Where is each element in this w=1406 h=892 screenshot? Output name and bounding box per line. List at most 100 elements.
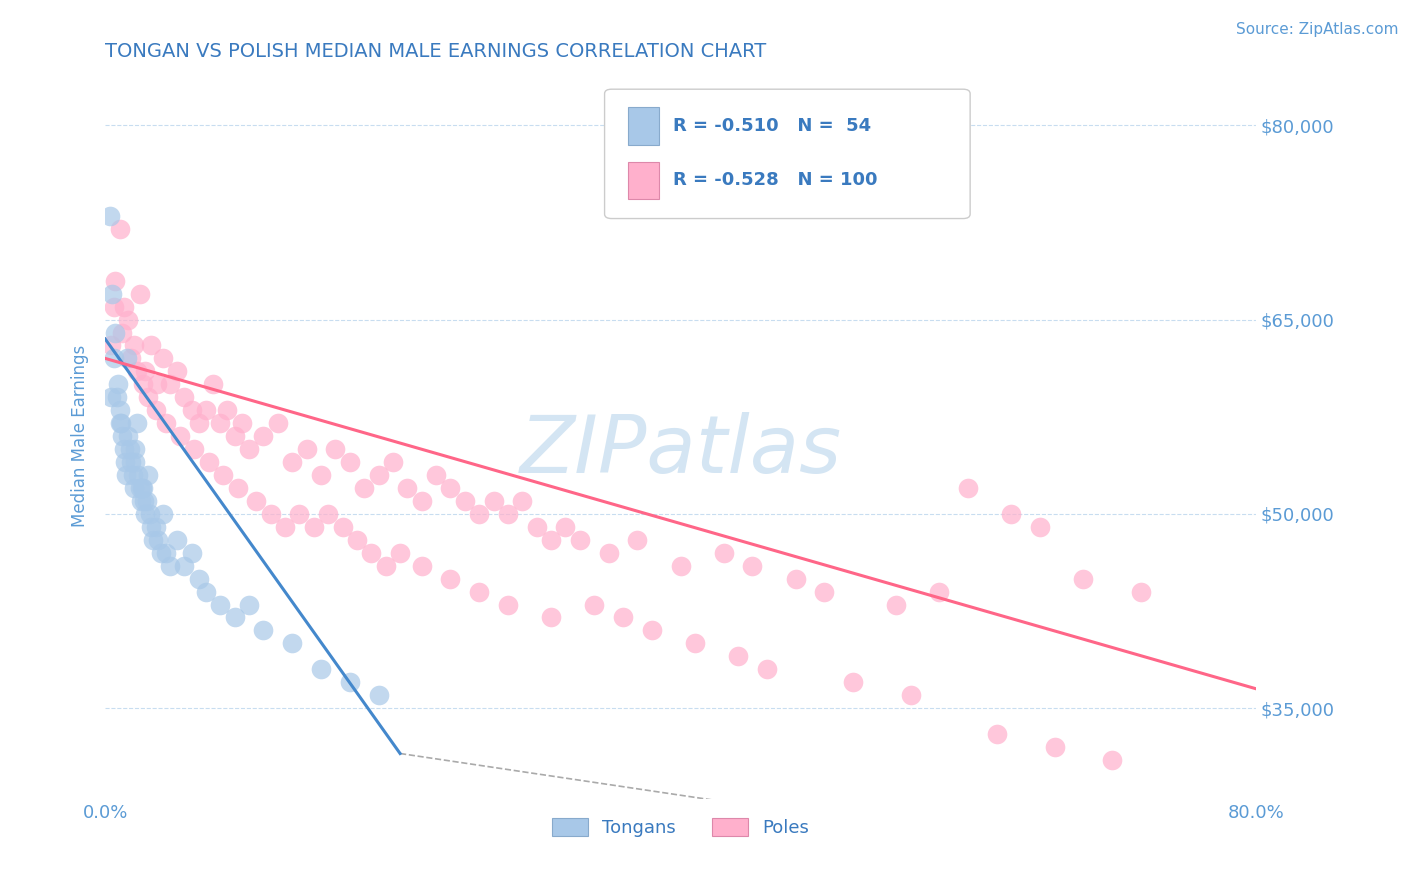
Point <box>713 546 735 560</box>
Point <box>755 662 778 676</box>
Point <box>131 377 153 392</box>
Point <box>353 481 375 495</box>
Point <box>146 377 169 392</box>
Point <box>100 338 122 352</box>
Point <box>122 338 145 352</box>
Point <box>367 688 389 702</box>
Point <box>180 403 202 417</box>
Point <box>540 610 562 624</box>
Point <box>152 351 174 366</box>
Point <box>1071 572 1094 586</box>
Point <box>727 649 749 664</box>
Point <box>332 520 354 534</box>
Point <box>309 662 332 676</box>
Point <box>134 364 156 378</box>
Point <box>110 416 132 430</box>
Point <box>118 442 141 456</box>
Point <box>957 481 980 495</box>
Point <box>183 442 205 456</box>
Point <box>169 429 191 443</box>
Point <box>108 403 131 417</box>
Point <box>128 286 150 301</box>
Point <box>128 481 150 495</box>
Point <box>135 494 157 508</box>
Point <box>173 390 195 404</box>
Y-axis label: Median Male Earnings: Median Male Earnings <box>72 345 89 527</box>
Point <box>900 688 922 702</box>
Point <box>194 403 217 417</box>
Point <box>141 338 163 352</box>
Point <box>842 675 865 690</box>
Point <box>202 377 225 392</box>
Point <box>117 312 139 326</box>
Point <box>374 558 396 573</box>
Point <box>122 481 145 495</box>
Point <box>134 507 156 521</box>
Point <box>212 468 235 483</box>
Point <box>108 222 131 236</box>
Point <box>360 546 382 560</box>
Point <box>117 429 139 443</box>
Point <box>217 403 239 417</box>
Point <box>105 390 128 404</box>
Point <box>411 494 433 508</box>
Point <box>986 727 1008 741</box>
Point <box>669 558 692 573</box>
Point <box>785 572 807 586</box>
Point <box>231 416 253 430</box>
Point <box>245 494 267 508</box>
Point <box>124 455 146 469</box>
Point <box>496 598 519 612</box>
Point <box>281 455 304 469</box>
Point <box>346 533 368 547</box>
Point <box>107 377 129 392</box>
Point <box>641 624 664 638</box>
Point <box>103 300 125 314</box>
Point <box>568 533 591 547</box>
Point <box>139 507 162 521</box>
Point <box>238 598 260 612</box>
Point <box>741 558 763 573</box>
Point <box>439 572 461 586</box>
Point <box>173 558 195 573</box>
Point <box>288 507 311 521</box>
Point <box>101 286 124 301</box>
Point <box>110 416 132 430</box>
Point <box>226 481 249 495</box>
Point <box>104 326 127 340</box>
Text: R = -0.510   N =  54: R = -0.510 N = 54 <box>673 117 872 136</box>
Point <box>316 507 339 521</box>
Point <box>187 416 209 430</box>
Point <box>209 416 232 430</box>
Point <box>187 572 209 586</box>
Point <box>111 326 134 340</box>
Point <box>112 300 135 314</box>
Point <box>339 675 361 690</box>
Point <box>928 584 950 599</box>
Point <box>252 429 274 443</box>
Text: TONGAN VS POLISH MEDIAN MALE EARNINGS CORRELATION CHART: TONGAN VS POLISH MEDIAN MALE EARNINGS CO… <box>105 42 766 61</box>
Point <box>1043 739 1066 754</box>
Point <box>145 520 167 534</box>
Point <box>683 636 706 650</box>
Text: ZIPatlas: ZIPatlas <box>519 411 842 490</box>
Legend: Tongans, Poles: Tongans, Poles <box>544 811 817 844</box>
Point <box>302 520 325 534</box>
Point <box>152 507 174 521</box>
Point <box>104 274 127 288</box>
Point <box>224 610 246 624</box>
Point <box>1101 753 1123 767</box>
Point <box>468 584 491 599</box>
Point <box>131 481 153 495</box>
Point <box>309 468 332 483</box>
Point <box>115 468 138 483</box>
Point <box>148 533 170 547</box>
Point <box>120 455 142 469</box>
Point <box>439 481 461 495</box>
Point <box>389 546 412 560</box>
Point <box>194 584 217 599</box>
Point <box>197 455 219 469</box>
Point <box>612 610 634 624</box>
Point <box>425 468 447 483</box>
Point <box>325 442 347 456</box>
